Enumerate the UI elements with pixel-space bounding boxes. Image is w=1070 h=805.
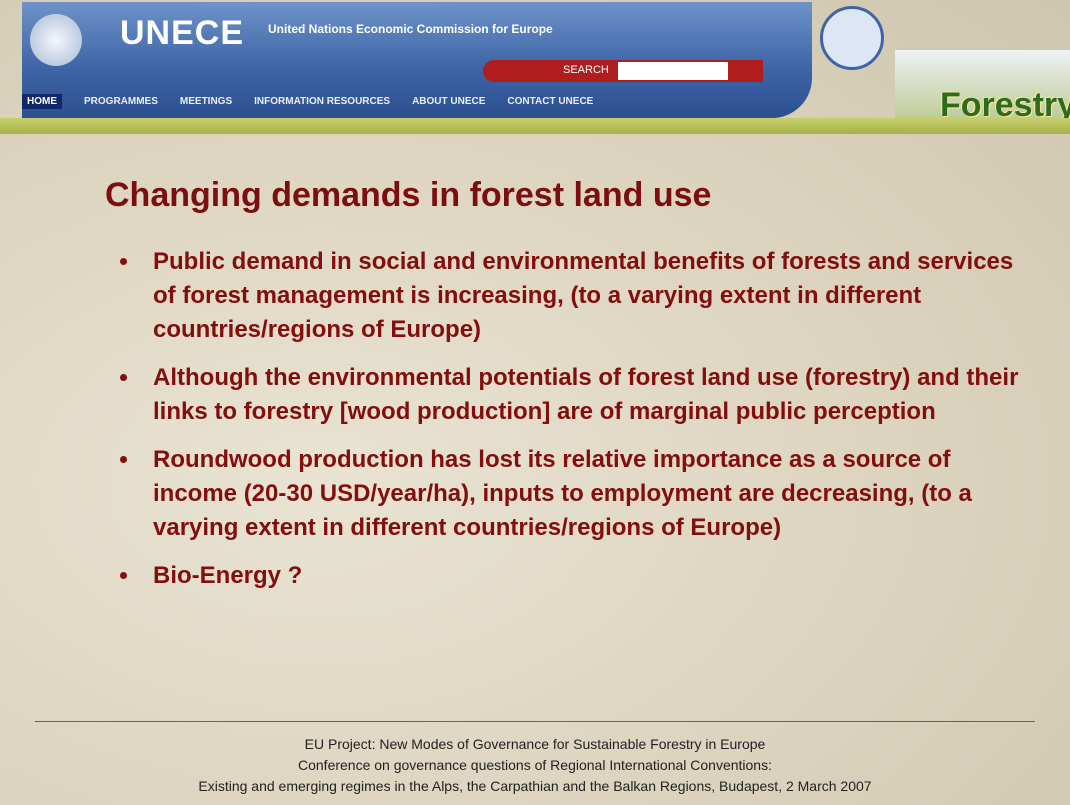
footer-line: EU Project: New Modes of Governance for …: [0, 734, 1070, 755]
nav-item[interactable]: PROGRAMMES: [84, 96, 158, 107]
fao-logo: [820, 6, 884, 70]
bullet: Although the environmental potentials of…: [141, 361, 1041, 429]
header-stripe: [0, 118, 1070, 134]
nav-bar: HOME PROGRAMMES MEETINGS INFORMATION RES…: [22, 92, 722, 110]
org-full-name: United Nations Economic Commission for E…: [268, 22, 553, 36]
page-body: UNECE United Nations Economic Commission…: [0, 0, 1070, 805]
bullet: Bio-Energy ?: [141, 559, 1041, 593]
slide-page: UNECE United Nations Economic Commission…: [0, 0, 1070, 805]
bullet: Public demand in social and environmenta…: [141, 245, 1041, 347]
nav-item[interactable]: CONTACT UNECE: [507, 96, 593, 107]
footer: EU Project: New Modes of Governance for …: [0, 734, 1070, 797]
un-seal: [30, 14, 82, 66]
nav-item[interactable]: INFORMATION RESOURCES: [254, 96, 390, 107]
bullet: Roundwood production has lost its relati…: [141, 443, 1041, 545]
nav-item[interactable]: MEETINGS: [180, 96, 232, 107]
nav-item[interactable]: ABOUT UNECE: [412, 96, 485, 107]
footer-line: Conference on governance questions of Re…: [0, 755, 1070, 776]
footer-rule: [35, 721, 1035, 722]
search-input[interactable]: [618, 62, 728, 80]
nav-item[interactable]: HOME: [22, 94, 62, 109]
footer-line: Existing and emerging regimes in the Alp…: [0, 776, 1070, 797]
slide-title: Changing demands in forest land use: [105, 176, 711, 215]
search-label: SEARCH: [563, 64, 609, 76]
search-box[interactable]: SEARCH: [483, 60, 763, 82]
bullet-list: Public demand in social and environmenta…: [117, 245, 1041, 607]
org-name: UNECE: [120, 14, 244, 53]
